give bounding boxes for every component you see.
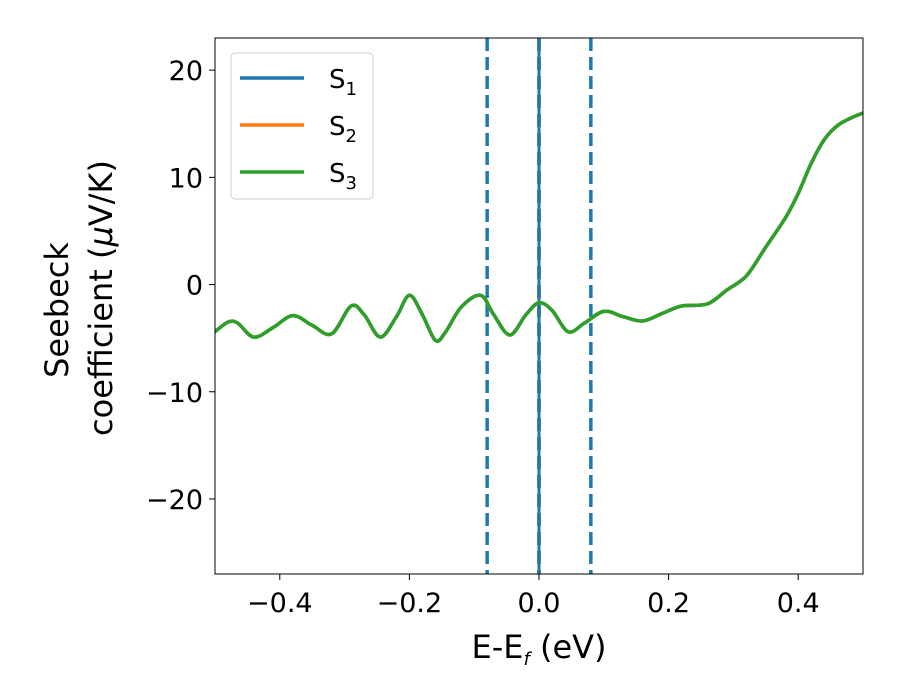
x-tick-label: 0.2 bbox=[647, 588, 690, 619]
y-axis-label-pre: coefficient ( bbox=[82, 247, 120, 436]
y-tick-label: 0 bbox=[186, 271, 203, 302]
legend-label-1: S1 bbox=[329, 65, 357, 100]
x-axis-label-main: E-E bbox=[471, 628, 523, 666]
y-axis-label-line2: coefficient (μV/K) bbox=[82, 160, 120, 436]
series-line-3 bbox=[215, 111, 863, 343]
x-tick-label: −0.4 bbox=[247, 588, 313, 619]
legend-label-2: S2 bbox=[329, 112, 357, 147]
x-axis-ticks: −0.4 −0.2 0.0 0.2 0.4 bbox=[247, 574, 820, 619]
y-tick-label: 20 bbox=[169, 56, 203, 87]
y-axis-label-mu: μ bbox=[82, 226, 120, 247]
y-tick-label: −20 bbox=[146, 485, 203, 516]
series-lines bbox=[215, 111, 863, 343]
x-axis-label-suffix: (eV) bbox=[530, 628, 607, 666]
legend-label-3: S3 bbox=[329, 159, 357, 194]
y-axis-ticks: −20 −10 0 10 20 bbox=[146, 56, 215, 516]
legend: S1 S2 S3 bbox=[230, 52, 374, 200]
y-tick-label: −10 bbox=[146, 378, 203, 409]
x-axis-label: E-Ef (eV) bbox=[471, 628, 606, 670]
x-tick-label: 0.0 bbox=[518, 588, 561, 619]
y-axis-label-post: V/K) bbox=[82, 160, 120, 226]
x-axis-label-sub: f bbox=[523, 649, 532, 670]
x-tick-label: −0.2 bbox=[377, 588, 443, 619]
y-axis-label-line1: Seebeck bbox=[38, 242, 76, 378]
y-tick-label: 10 bbox=[169, 163, 203, 194]
reference-lines bbox=[485, 38, 593, 574]
x-tick-label: 0.4 bbox=[777, 588, 820, 619]
